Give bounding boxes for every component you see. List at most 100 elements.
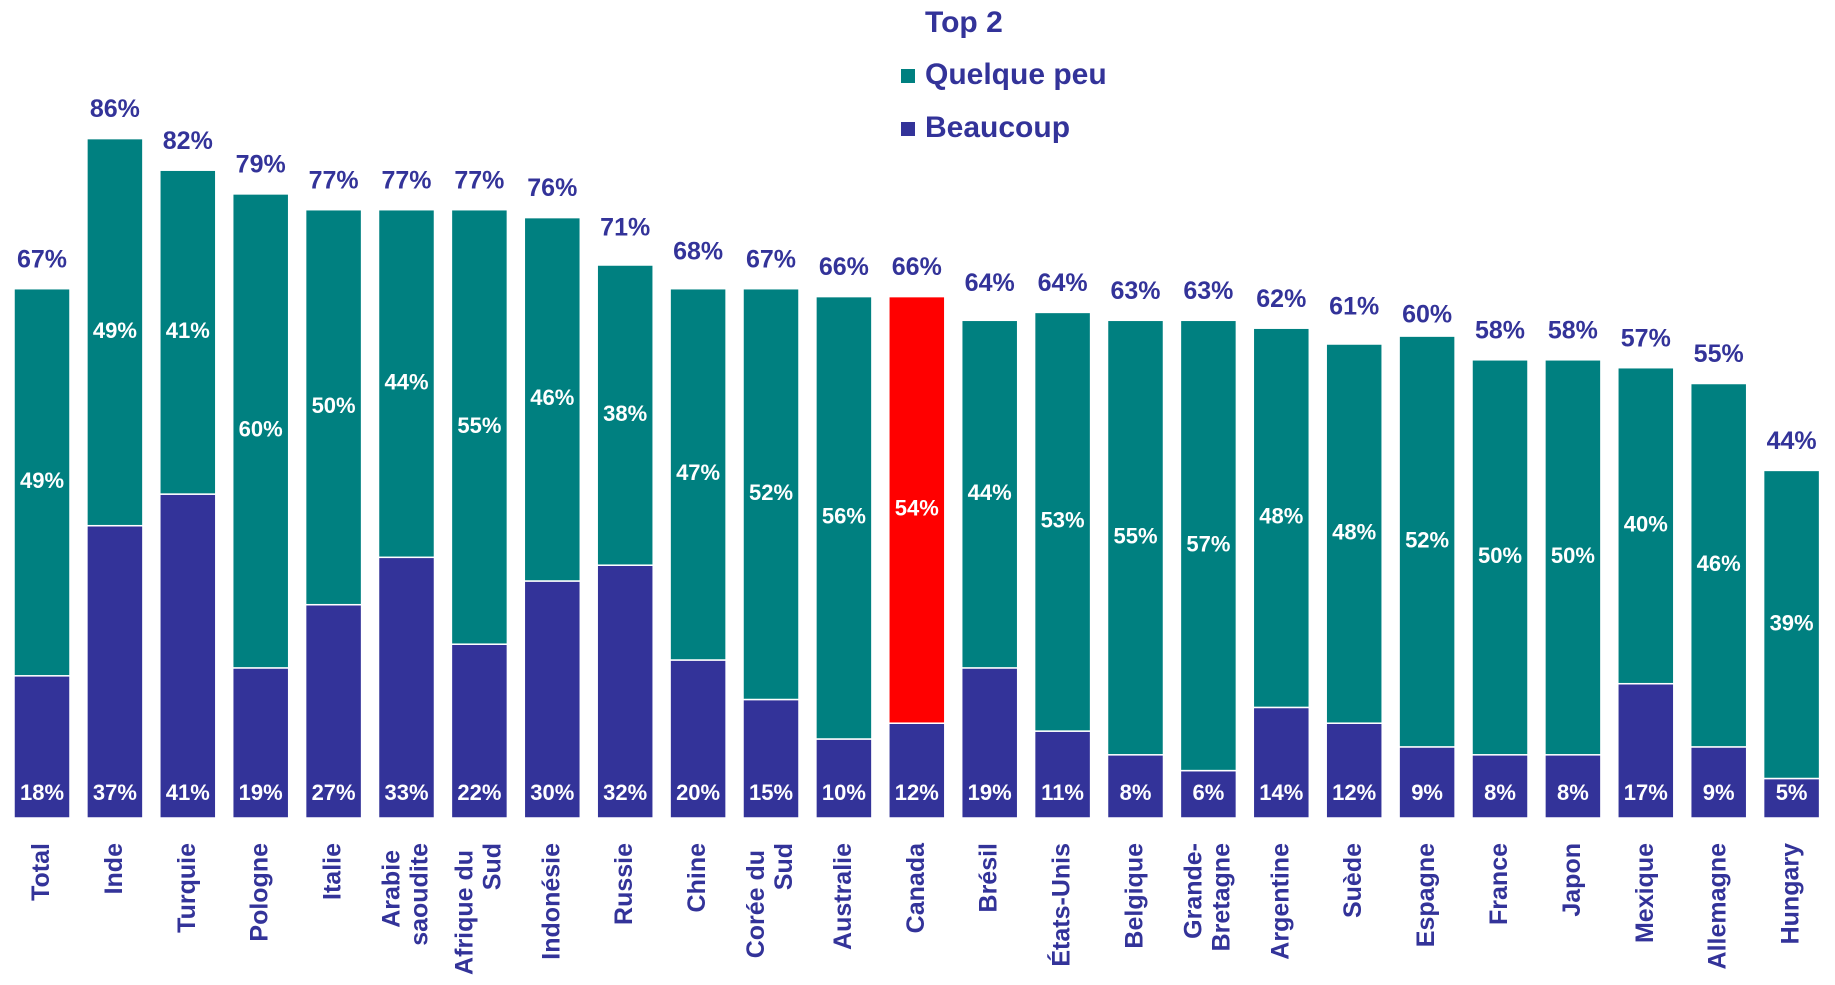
value-label: 9% (1411, 780, 1443, 805)
total-label: 71% (600, 214, 650, 242)
total-label: 44% (1767, 427, 1817, 455)
value-label: 8% (1484, 780, 1516, 805)
value-label: 14% (1259, 780, 1303, 805)
total-label: 68% (673, 237, 723, 265)
total-label: 58% (1548, 316, 1598, 344)
value-label: 17% (1624, 780, 1668, 805)
x-tick-label: Pologne (245, 843, 273, 942)
bar-segment (1033, 311, 1092, 732)
x-tick-label: Chine (683, 843, 711, 913)
bar-segment (1106, 754, 1165, 819)
bar-segment (377, 556, 436, 819)
bar-segment (960, 319, 1019, 669)
bar-segment (815, 738, 873, 819)
bar-segment (13, 675, 71, 819)
value-label: 46% (1697, 551, 1741, 576)
total-label: 58% (1475, 316, 1525, 344)
total-label: 79% (236, 151, 286, 179)
x-tick-label: Japon (1558, 843, 1586, 917)
bar-segment (1033, 730, 1092, 819)
value-label: 32% (603, 780, 647, 805)
value-label: 39% (1770, 610, 1814, 635)
value-label: 55% (1113, 523, 1157, 548)
bar-segment (377, 208, 436, 559)
bar-segment (231, 667, 290, 819)
bar-segment (1179, 769, 1238, 819)
bar-segment (888, 295, 946, 724)
bar-segment (815, 295, 873, 740)
value-label: 12% (895, 780, 939, 805)
value-label: 8% (1557, 780, 1589, 805)
x-tick-label: Russie (610, 843, 638, 925)
bar-segment (1398, 746, 1456, 819)
legend-swatch (901, 69, 915, 83)
bar-segment (742, 698, 800, 819)
total-label: 77% (309, 166, 359, 194)
x-tick-label: Grande-Bretagne (1179, 843, 1235, 951)
bar-segment (596, 564, 654, 819)
bar-segment (669, 659, 727, 819)
total-label: 61% (1329, 293, 1379, 321)
value-label: 6% (1193, 780, 1225, 805)
total-label: 82% (163, 127, 213, 155)
value-label: 46% (530, 385, 574, 410)
legend-label: Quelque peu (925, 58, 1107, 91)
value-label: 18% (20, 780, 64, 805)
x-tick-label: France (1485, 843, 1513, 925)
total-label: 77% (454, 166, 504, 194)
bar-segment (1689, 382, 1748, 748)
value-label: 41% (166, 318, 210, 343)
bar-segment (304, 208, 363, 606)
value-label: 49% (20, 468, 64, 493)
value-label: 50% (312, 393, 356, 418)
x-tick-label: Allemagne (1703, 843, 1731, 970)
value-label: 22% (457, 780, 501, 805)
value-label: 19% (968, 780, 1012, 805)
total-label: 55% (1694, 340, 1744, 368)
value-label: 12% (1332, 780, 1376, 805)
value-label: 30% (530, 780, 574, 805)
value-label: 5% (1776, 780, 1808, 805)
x-tick-label: Mexique (1630, 843, 1658, 943)
bar-segment (1106, 319, 1165, 756)
total-label: 60% (1402, 301, 1452, 329)
total-label: 66% (819, 253, 869, 281)
total-label: 67% (746, 245, 796, 273)
value-label: 8% (1120, 780, 1152, 805)
value-label: 53% (1041, 508, 1085, 533)
bar-segment (596, 264, 654, 566)
x-tick-label: Italie (318, 843, 346, 900)
bar-segment (960, 667, 1019, 819)
total-label: 63% (1110, 277, 1160, 305)
value-label: 37% (93, 780, 137, 805)
x-tick-label: Suède (1339, 843, 1367, 918)
total-label: 86% (90, 95, 140, 123)
x-tick-label: Indonésie (537, 843, 565, 960)
x-tick-label: Argentine (1266, 843, 1294, 960)
total-label: 64% (1038, 269, 1088, 297)
legend-title: Top 2 (925, 6, 1003, 39)
bar-segment (1398, 335, 1456, 748)
bar-segment (1544, 359, 1602, 756)
x-tick-label: Canada (901, 842, 929, 933)
value-label: 44% (384, 369, 428, 394)
value-label: 11% (1041, 780, 1084, 805)
x-tick-label: Hungary (1776, 843, 1804, 945)
x-tick-label: Corée du Sud (742, 843, 798, 958)
bar-segment (1179, 319, 1238, 772)
bar-segment (1762, 777, 1821, 819)
value-label: 48% (1259, 504, 1303, 529)
x-tick-label: États-Unis (1046, 843, 1075, 967)
value-label: 38% (603, 401, 647, 426)
bar-segment (231, 193, 290, 669)
total-label: 62% (1256, 285, 1306, 313)
x-tick-label: Afrique du Sud (450, 843, 506, 975)
value-label: 55% (457, 413, 501, 438)
value-label: 41% (166, 780, 210, 805)
bar-segment (1252, 327, 1311, 709)
value-label: 33% (384, 780, 428, 805)
x-tick-label: Australie (829, 843, 857, 950)
total-label: 76% (527, 174, 577, 202)
total-label: 67% (17, 245, 67, 273)
value-label: 48% (1332, 519, 1376, 544)
